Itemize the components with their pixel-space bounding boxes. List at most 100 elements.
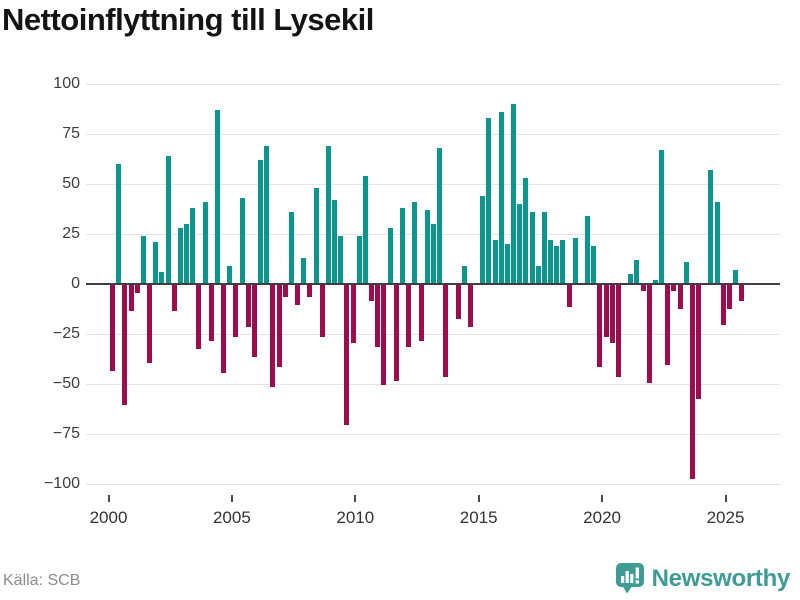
bar bbox=[295, 285, 301, 305]
gridline-y-100 bbox=[86, 84, 780, 85]
bar bbox=[523, 178, 529, 284]
bar bbox=[190, 208, 196, 284]
bar bbox=[683, 262, 689, 284]
bar bbox=[393, 285, 399, 381]
bar bbox=[634, 260, 640, 284]
bar bbox=[276, 285, 282, 367]
bar bbox=[159, 272, 165, 284]
bar bbox=[165, 156, 171, 284]
bar bbox=[461, 266, 467, 284]
bar bbox=[628, 274, 634, 284]
gridline-y-75 bbox=[86, 134, 780, 135]
bar bbox=[554, 246, 560, 284]
gridline-y-50 bbox=[86, 184, 780, 185]
bar bbox=[171, 285, 177, 311]
bar bbox=[492, 240, 498, 284]
bar bbox=[603, 285, 609, 337]
source-note: Källa: SCB bbox=[3, 572, 81, 589]
newsworthy-logo-text: Newsworthy bbox=[651, 564, 791, 592]
bar bbox=[369, 285, 375, 301]
bar bbox=[560, 240, 566, 284]
bar bbox=[301, 258, 307, 284]
bar bbox=[659, 150, 665, 284]
bar bbox=[615, 285, 621, 377]
bar bbox=[498, 112, 504, 284]
bar bbox=[313, 188, 319, 284]
bar bbox=[338, 236, 344, 284]
y-axis-label: 75 bbox=[62, 125, 80, 142]
bar bbox=[350, 285, 356, 343]
bar bbox=[418, 285, 424, 341]
y-axis-label: 25 bbox=[62, 225, 80, 242]
bar bbox=[233, 285, 239, 337]
x-axis-label: 2010 bbox=[336, 508, 375, 527]
bar bbox=[128, 285, 134, 311]
bar bbox=[399, 208, 405, 284]
x-axis-label: 2000 bbox=[89, 508, 128, 527]
bar bbox=[708, 170, 714, 284]
y-axis-label: −50 bbox=[52, 375, 80, 392]
y-axis-label: −25 bbox=[52, 325, 80, 342]
bar bbox=[221, 285, 227, 373]
bar bbox=[325, 146, 331, 284]
bar bbox=[270, 285, 276, 387]
x-axis-tick bbox=[477, 495, 480, 502]
bar bbox=[258, 160, 264, 284]
bar bbox=[640, 285, 646, 291]
bar bbox=[597, 285, 603, 367]
bar bbox=[733, 270, 739, 284]
bar bbox=[714, 202, 720, 284]
bar bbox=[517, 204, 523, 284]
bar bbox=[184, 224, 190, 284]
gridline-y--50 bbox=[86, 384, 780, 385]
bar bbox=[437, 148, 442, 284]
bar bbox=[381, 285, 387, 385]
y-axis-label: 50 bbox=[62, 175, 80, 192]
newsworthy-logo[interactable]: Newsworthy bbox=[615, 563, 791, 594]
bar bbox=[356, 236, 362, 284]
bar bbox=[652, 280, 658, 284]
bar bbox=[535, 266, 541, 284]
bar bbox=[480, 196, 486, 284]
bar bbox=[424, 210, 430, 284]
y-axis-label: 0 bbox=[71, 275, 80, 292]
bar bbox=[251, 285, 257, 357]
bar bbox=[264, 146, 270, 284]
bar bbox=[646, 285, 652, 383]
bar bbox=[572, 238, 578, 284]
bar bbox=[245, 285, 251, 327]
zero-line bbox=[86, 283, 780, 285]
bar bbox=[412, 202, 418, 284]
gridline-y--100 bbox=[86, 484, 780, 485]
bar bbox=[208, 285, 214, 341]
bar bbox=[288, 212, 294, 284]
bar bbox=[202, 202, 208, 284]
bar bbox=[504, 244, 510, 284]
bar bbox=[689, 285, 695, 479]
bar bbox=[696, 285, 702, 399]
bar bbox=[566, 285, 572, 307]
y-axis-label: −75 bbox=[52, 425, 80, 442]
x-axis-label: 2015 bbox=[459, 508, 498, 527]
bar bbox=[591, 246, 597, 284]
bar bbox=[332, 200, 338, 284]
bar bbox=[387, 228, 393, 284]
bar bbox=[609, 285, 615, 343]
bar bbox=[282, 285, 288, 297]
bar bbox=[406, 285, 412, 347]
x-axis-label: 2020 bbox=[583, 508, 621, 527]
bar bbox=[110, 285, 115, 371]
bar bbox=[116, 164, 122, 284]
x-axis-tick bbox=[107, 495, 110, 502]
x-axis-tick bbox=[601, 495, 604, 502]
bar bbox=[362, 176, 368, 284]
bar bbox=[671, 285, 677, 291]
gridline-y--75 bbox=[86, 434, 780, 435]
bar bbox=[177, 228, 183, 284]
bar bbox=[665, 285, 671, 365]
bar bbox=[727, 285, 732, 309]
bar bbox=[511, 104, 517, 284]
bar bbox=[529, 212, 535, 284]
